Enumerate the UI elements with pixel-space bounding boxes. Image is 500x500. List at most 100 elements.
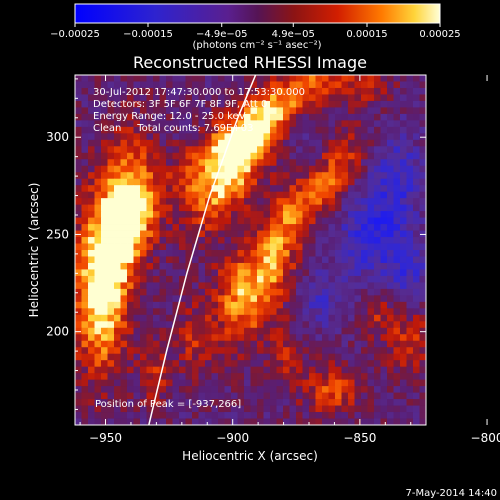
heatmap-cell [133,392,141,400]
heatmap-cell [335,172,342,180]
heatmap-cell [192,75,199,82]
heatmap-cell [270,133,277,141]
heatmap-cell [341,120,349,128]
heatmap-cell [185,81,193,89]
heatmap-cell [101,353,108,361]
heatmap-cell [283,308,290,316]
heatmap-cell [387,353,394,361]
heatmap-cell [367,217,375,225]
heatmap-cell [140,399,147,406]
heatmap-cell [179,360,186,368]
heatmap-cell [107,314,115,322]
heatmap-cell [146,327,154,335]
heatmap-cell [302,204,310,212]
heatmap-cell [231,165,238,173]
heatmap-cell [328,185,336,193]
heatmap-cell [276,347,284,355]
heatmap-cell [166,126,173,134]
heatmap-cell [81,237,89,244]
heatmap-cell [374,120,381,128]
heatmap-cell [367,386,375,393]
heatmap-cell [133,198,141,206]
heatmap-cell [335,152,342,160]
heatmap-cell [198,120,206,128]
heatmap-cell [127,347,134,355]
heatmap-cell [250,392,258,400]
heatmap-cell [380,353,388,361]
heatmap-cell [244,308,251,316]
heatmap-cell [257,191,264,199]
heatmap-cell [185,327,193,335]
heatmap-cell [198,198,206,206]
heatmap-cell [211,133,219,141]
heatmap-cell [211,405,219,413]
heatmap-cell [257,126,264,134]
heatmap-cell [140,191,147,199]
heatmap-cell [179,75,186,82]
heatmap-cell [341,399,349,406]
heatmap-cell [192,314,199,322]
heatmap-cell [159,75,167,82]
heatmap-cell [101,250,108,257]
heatmap-cell [198,250,206,257]
heatmap-cell [341,81,349,89]
heatmap-cell [400,237,407,244]
heatmap-cell [328,159,336,167]
heatmap-cell [166,100,173,108]
heatmap-cell [309,113,316,121]
heatmap-cell [361,224,368,231]
heatmap-cell [302,146,310,154]
heatmap-cell [153,172,160,180]
heatmap-cell [146,139,154,147]
heatmap-cell [387,379,394,387]
heatmap-cell [88,379,95,387]
heatmap-cell [250,165,258,173]
heatmap-cell [120,386,128,393]
heatmap-cell [94,165,102,173]
heatmap-cell [406,399,414,406]
heatmap-cell [133,321,141,329]
heatmap-cell [361,379,368,387]
heatmap-cell [393,126,401,134]
heatmap-cell [192,418,199,425]
heatmap-cell [413,340,420,348]
heatmap-cell [400,224,407,231]
heatmap-cell [270,353,277,361]
heatmap-cell [120,81,128,89]
heatmap-cell [283,94,290,102]
heatmap-cell [224,353,232,361]
heatmap-cell [133,275,141,283]
heatmap-cell [315,172,323,180]
heatmap-cell [289,217,297,225]
heatmap-cell [211,165,219,173]
heatmap-cell [107,399,115,406]
heatmap-cell [211,139,219,147]
heatmap-cell [250,81,258,89]
heatmap-cell [81,211,89,218]
heatmap-cell [140,314,147,322]
heatmap-cell [140,288,147,296]
heatmap-cell [276,87,284,95]
heatmap-cell [270,269,277,277]
heatmap-cell [406,185,414,193]
heatmap-cell [146,133,154,141]
heatmap-cell [270,288,277,296]
heatmap-cell [172,334,180,342]
heatmap-cell [322,405,329,413]
heatmap-cell [218,178,225,186]
heatmap-cell [101,243,108,251]
heatmap-cell [322,178,329,186]
heatmap-cell [276,75,284,82]
heatmap-cell [296,178,303,186]
heatmap-cell [361,262,368,270]
heatmap-cell [179,100,186,108]
heatmap-cell [328,178,336,186]
heatmap-cell [211,282,219,290]
heatmap-cell [289,295,297,303]
heatmap-cell [198,165,206,173]
heatmap-cell [354,172,362,180]
heatmap-cell [348,275,355,283]
heatmap-cell [400,373,407,381]
heatmap-cell [88,353,95,361]
heatmap-cell [133,314,141,322]
